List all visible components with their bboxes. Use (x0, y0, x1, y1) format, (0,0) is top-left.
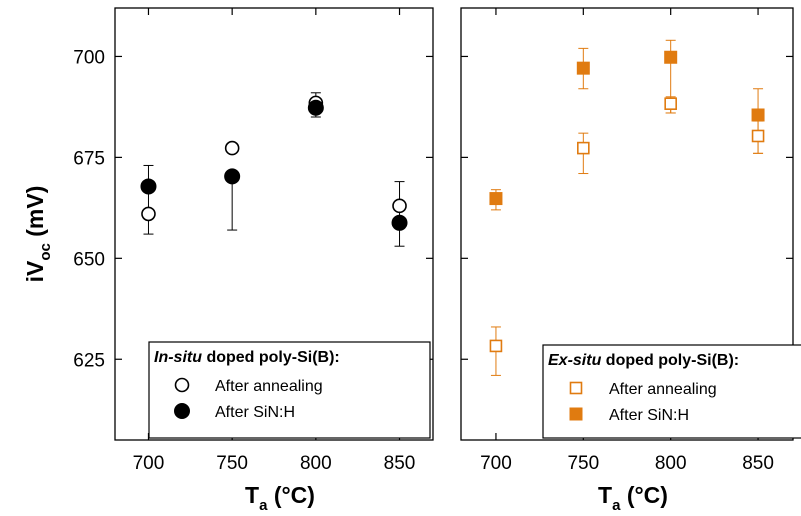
x-axis-title-sub: a (612, 497, 621, 514)
legend-box (148, 341, 431, 439)
legend-title: In-situ doped poly-Si(B): (154, 349, 340, 366)
legend-label: After SiN:H (215, 404, 295, 421)
data-point-after-annealing (664, 97, 677, 110)
data-point-after-sinh (576, 61, 590, 75)
data-point-after-annealing (489, 339, 503, 353)
legend-marker (174, 377, 190, 393)
x-axis-title: Ta (°C) (598, 482, 668, 514)
y-axis-title-unit: (mV) (22, 186, 48, 244)
y-tick-label: 625 (73, 350, 105, 371)
legend-label: After SiN:H (609, 407, 689, 424)
legend-title-rest: doped poly-Si(B): (601, 352, 739, 369)
legend-label: After annealing (215, 378, 323, 395)
data-point-after-sinh (140, 178, 157, 195)
x-axis-title-unit: (°C) (620, 482, 668, 508)
legend-marker (569, 407, 583, 421)
y-tick-label: 650 (73, 249, 105, 270)
x-tick-label: 750 (216, 453, 248, 474)
y-tick-label: 675 (73, 148, 105, 169)
data-point-after-annealing (577, 141, 590, 155)
legend-title-italic: In-situ (154, 349, 202, 366)
y-tick-label: 700 (73, 47, 105, 68)
plot-frame (114, 7, 434, 441)
legend-title-rest: doped poly-Si(B): (202, 349, 340, 366)
y-axis-title: iVoc (mV) (22, 186, 54, 283)
x-tick-label: 750 (567, 453, 599, 474)
x-tick-label: 700 (480, 453, 512, 474)
data-point-after-sinh (224, 168, 241, 185)
x-tick-label: 850 (742, 453, 774, 474)
plot-frame (460, 7, 794, 441)
data-point-after-sinh (391, 214, 408, 231)
x-axis-title-main: T (245, 482, 259, 508)
x-axis-title: Ta (°C) (245, 482, 315, 514)
y-axis-title-sub: oc (37, 243, 54, 261)
x-axis-title-sub: a (259, 497, 268, 514)
x-tick-label: 700 (133, 453, 165, 474)
legend-label: After annealing (609, 381, 717, 398)
legend-title: Ex-situ doped poly-Si(B): (548, 352, 739, 369)
panel-left: 700 750 800 850 625 650 675 700 Ta (°C) iVoc (mV)… (22, 7, 434, 514)
legend-marker (174, 403, 190, 419)
x-axis-title-unit: (°C) (267, 482, 315, 508)
x-axis-title-main: T (598, 482, 612, 508)
x-tick-label: 800 (655, 453, 687, 474)
data-point-after-sinh (751, 108, 765, 122)
data-point-after-annealing (392, 198, 407, 214)
data-point-after-annealing (224, 140, 240, 156)
legend-box (542, 344, 801, 439)
data-point-after-annealing (141, 206, 156, 222)
legend-title-italic: Ex-situ (548, 352, 602, 369)
data-point-after-annealing (751, 129, 765, 143)
y-axis-title-main: iV (22, 260, 48, 282)
legend-marker (569, 381, 583, 395)
data-point-after-sinh (664, 50, 678, 64)
x-tick-label: 850 (384, 453, 416, 474)
panel-right: 700 750 800 850 Ta (°C) Ex-situ doped poly-Si… (460, 7, 801, 514)
x-tick-label: 800 (300, 453, 332, 474)
data-point-after-sinh (489, 192, 503, 206)
data-point-after-sinh (307, 99, 324, 116)
